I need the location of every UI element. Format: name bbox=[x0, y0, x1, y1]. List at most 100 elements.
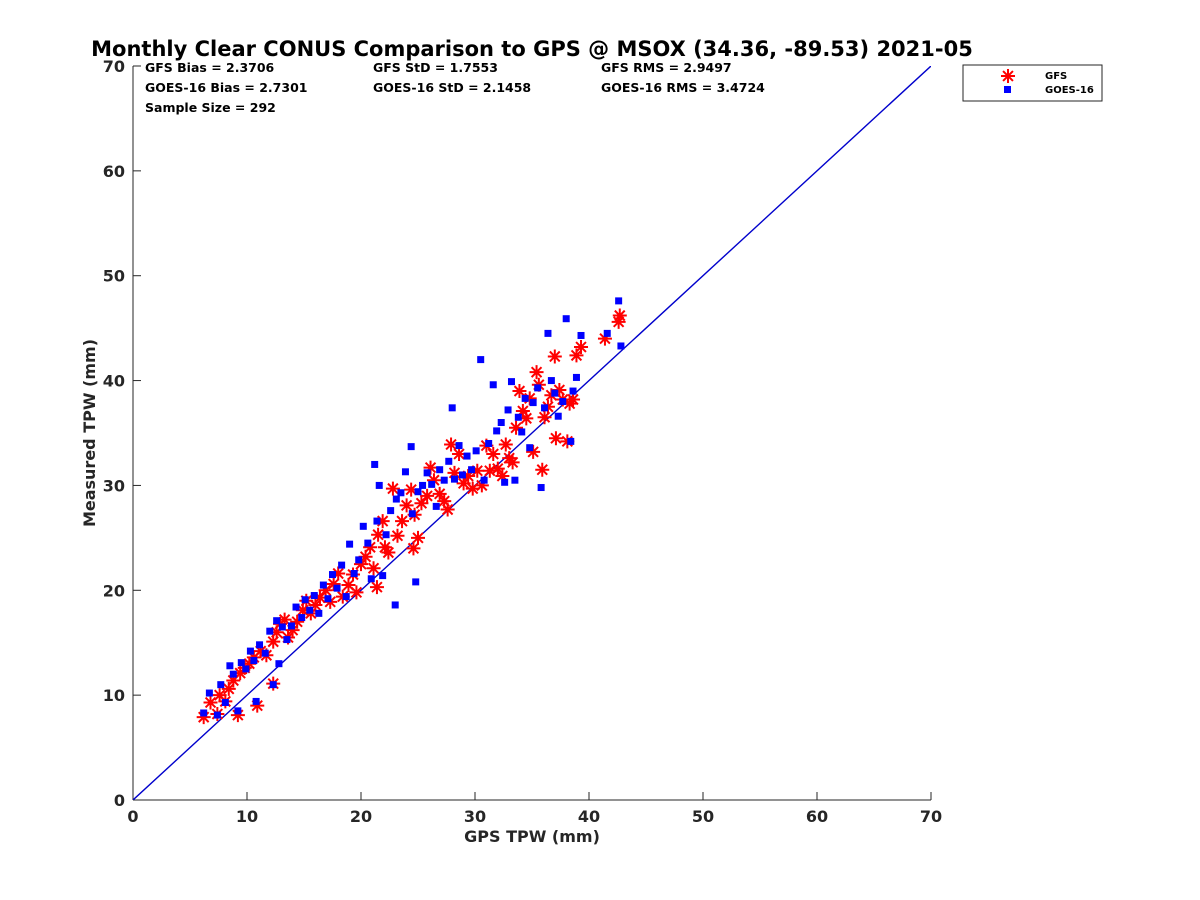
goes16-point bbox=[432, 502, 440, 510]
goes16-point bbox=[256, 641, 264, 649]
y-axis-label: Measured TPW (mm) bbox=[80, 339, 99, 527]
goes16-point bbox=[266, 627, 274, 635]
goes16-point bbox=[544, 329, 552, 337]
goes16-point bbox=[521, 394, 529, 402]
goes16-point bbox=[375, 481, 383, 489]
gfs-point bbox=[212, 688, 227, 703]
gfs-point bbox=[253, 644, 268, 659]
gfs-point bbox=[411, 530, 425, 545]
y-tick-label: 30 bbox=[103, 476, 125, 495]
goes16-point bbox=[559, 398, 567, 406]
gfs-point bbox=[432, 486, 447, 501]
gfs-point bbox=[371, 527, 386, 542]
gfs-point bbox=[250, 698, 265, 713]
y-tick-label: 60 bbox=[103, 162, 125, 181]
goes16-point bbox=[529, 399, 537, 407]
goes16-point bbox=[511, 476, 519, 484]
gfs-point bbox=[535, 462, 550, 477]
goes16-point bbox=[310, 592, 318, 600]
goes16-point bbox=[448, 404, 456, 412]
goes16-point bbox=[292, 603, 300, 611]
goes16-point bbox=[463, 452, 471, 460]
x-tick-label: 30 bbox=[464, 807, 486, 826]
gfs-point bbox=[277, 612, 292, 627]
gfs-point bbox=[221, 681, 236, 696]
goes16-point bbox=[379, 572, 387, 580]
x-tick-label: 0 bbox=[127, 807, 138, 826]
goes16-point bbox=[440, 476, 448, 484]
gfs-std-annotation: GFS StD = 1.7553 bbox=[373, 60, 498, 75]
goes16-point bbox=[387, 507, 395, 515]
gfs-point bbox=[486, 446, 501, 461]
goes16-point bbox=[355, 556, 363, 564]
goes16-point bbox=[455, 442, 463, 450]
goes16-point bbox=[359, 522, 367, 530]
legend: GFS GOES-16 bbox=[962, 64, 1103, 102]
x-tick-label: 70 bbox=[920, 807, 942, 826]
goes16-point bbox=[213, 711, 221, 719]
goes16-point bbox=[373, 517, 381, 525]
goes16-point bbox=[414, 488, 422, 496]
gfs-point bbox=[341, 578, 356, 593]
goes16-point bbox=[242, 665, 250, 673]
goes16-point bbox=[514, 413, 522, 421]
goes16-point bbox=[534, 384, 542, 392]
goes16-point bbox=[367, 575, 375, 583]
legend-box bbox=[962, 64, 1103, 102]
gfs-point bbox=[456, 476, 471, 491]
goes16-point bbox=[428, 480, 436, 488]
goes16-point bbox=[401, 468, 409, 476]
goes16-point bbox=[615, 297, 623, 305]
gfs-point bbox=[529, 365, 544, 380]
gfs-rms-annotation: GFS RMS = 2.9497 bbox=[601, 60, 732, 75]
gfs-point bbox=[326, 576, 341, 591]
goes16-point bbox=[551, 389, 559, 397]
goes16-point bbox=[200, 709, 208, 717]
gfs-point bbox=[404, 482, 419, 497]
goes16-point bbox=[315, 609, 323, 617]
gfs-point bbox=[509, 420, 524, 435]
goes16-point bbox=[287, 622, 295, 630]
gfs-point bbox=[366, 561, 381, 576]
goes16-point bbox=[226, 662, 234, 670]
gfs-point bbox=[522, 391, 537, 406]
goes16-point bbox=[261, 649, 269, 657]
gfs-point bbox=[552, 383, 567, 398]
gfs-point bbox=[269, 625, 284, 640]
goes16-point bbox=[507, 378, 515, 386]
goes16-point bbox=[562, 315, 570, 323]
gfs-point bbox=[482, 463, 497, 478]
gfs-point bbox=[512, 384, 527, 399]
goes16-point bbox=[250, 657, 258, 665]
goes16-point bbox=[346, 540, 354, 548]
gfs-point bbox=[547, 349, 562, 364]
gfs-point bbox=[377, 540, 392, 555]
gfs-point bbox=[437, 494, 452, 509]
gfs-point bbox=[295, 603, 310, 618]
gfs-bias-annotation: GFS Bias = 2.3706 bbox=[145, 60, 275, 75]
goes16-point bbox=[445, 457, 453, 465]
gfs-point bbox=[420, 488, 435, 503]
reference-line bbox=[133, 66, 931, 800]
goes16-point bbox=[364, 539, 372, 547]
gfs-point bbox=[390, 528, 405, 543]
x-axis-label: GPS TPW (mm) bbox=[464, 827, 600, 846]
goes16-point bbox=[338, 561, 346, 569]
goes16-point bbox=[391, 601, 399, 609]
gfs-point bbox=[498, 437, 513, 452]
goes16-point bbox=[489, 381, 497, 389]
goes16-point bbox=[485, 439, 493, 447]
goes16-point bbox=[278, 623, 286, 631]
gfs-point bbox=[226, 673, 241, 688]
goes16-point bbox=[324, 595, 332, 603]
gfs-point bbox=[465, 481, 480, 496]
y-tick-label: 40 bbox=[103, 372, 125, 391]
goes16-point bbox=[350, 570, 358, 578]
gfs-point bbox=[569, 348, 584, 363]
gfs-point bbox=[515, 403, 530, 418]
goes16-point bbox=[537, 484, 545, 492]
gfs-point bbox=[505, 455, 520, 470]
gfs-point bbox=[414, 496, 429, 511]
gfs-point bbox=[318, 583, 333, 598]
